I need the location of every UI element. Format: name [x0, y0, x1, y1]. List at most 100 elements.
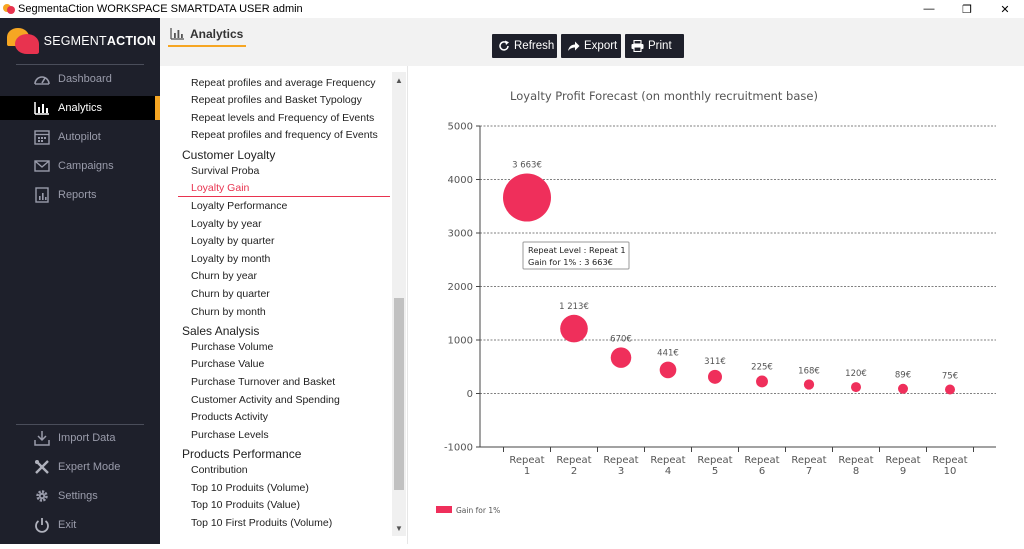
list-item[interactable]: Churn by year [191, 270, 257, 282]
chart-legend[interactable]: Gain for 1% [436, 506, 500, 515]
list-item[interactable]: Repeat levels and Frequency of Events [191, 112, 375, 124]
scrollbar-thumb[interactable] [394, 298, 404, 490]
refresh-button[interactable]: Refresh [492, 34, 557, 58]
brand-name-part1: SEGMENT [43, 34, 107, 48]
chart-panel: Loyalty Profit Forecast (on monthly recr… [408, 66, 1024, 544]
list-item[interactable]: Products Activity [191, 411, 269, 423]
gear-icon [33, 488, 51, 504]
tab-label: Analytics [190, 27, 244, 41]
export-button[interactable]: Export [561, 34, 621, 58]
data-point[interactable] [708, 369, 722, 384]
tooltip-line2: Gain for 1% : 3 663€ [528, 257, 613, 267]
analysis-list: Repeat profiles and average Frequency Re… [160, 66, 408, 544]
data-label: 3 663€ [512, 161, 542, 171]
list-item[interactable]: Purchase Value [191, 358, 265, 370]
data-label: 168€ [798, 366, 820, 376]
group-customer-loyalty[interactable]: Customer Loyalty [182, 148, 276, 162]
data-point[interactable] [898, 383, 908, 394]
y-tick-label: 4000 [448, 175, 473, 186]
list-item[interactable]: Top 10 Produits (Volume) [191, 482, 309, 494]
power-icon [33, 517, 51, 533]
tab-analytics[interactable]: Analytics [170, 27, 243, 41]
brand-logo: SEGMENTACTION [6, 24, 156, 58]
x-tick-label: Repeat 9 [885, 455, 920, 477]
x-tick-label: Repeat 7 [791, 455, 826, 477]
data-label: 670€ [610, 334, 632, 344]
list-scrollbar[interactable]: ▲ ▼ [392, 72, 406, 536]
print-button[interactable]: Print [625, 34, 684, 58]
data-point[interactable] [659, 361, 677, 379]
speedometer-icon [33, 71, 51, 87]
sidebar-item-label: Autopilot [58, 131, 101, 143]
x-tick-label: Repeat 3 [603, 455, 638, 477]
sidebar-item-label: Dashboard [58, 73, 112, 85]
scroll-down-icon[interactable]: ▼ [395, 523, 403, 533]
sidebar-item-reports[interactable]: Reports [0, 183, 160, 207]
list-item[interactable]: Purchase Turnover and Basket [191, 376, 336, 388]
active-item-underline [178, 196, 390, 197]
data-label: 441€ [657, 349, 679, 359]
sidebar-item-exit[interactable]: Exit [0, 513, 160, 537]
data-point[interactable] [610, 347, 632, 368]
data-point[interactable] [503, 173, 551, 222]
x-tick-label: Repeat 5 [697, 455, 732, 477]
sidebar-item-settings[interactable]: Settings [0, 484, 160, 508]
sidebar-item-dashboard[interactable]: Dashboard [0, 67, 160, 91]
sidebar: SEGMENTACTION Dashboard Analytics Autopi… [0, 18, 160, 544]
sidebar-item-label: Analytics [58, 102, 103, 114]
list-item[interactable]: Churn by month [191, 306, 266, 318]
sidebar-item-campaigns[interactable]: Campaigns [0, 154, 160, 178]
legend-label: Gain for 1% [456, 506, 500, 515]
print-label: Print [648, 40, 672, 52]
sidebar-item-expert-mode[interactable]: Expert Mode [0, 455, 160, 479]
list-item[interactable]: Repeat profiles and frequency of Events [191, 129, 378, 141]
sidebar-item-label: Import Data [58, 432, 116, 444]
x-tick-label: Repeat 4 [650, 455, 685, 477]
list-item[interactable]: Loyalty by quarter [191, 235, 275, 247]
sidebar-item-import-data[interactable]: Import Data [0, 426, 160, 450]
list-item[interactable]: Purchase Levels [191, 429, 269, 441]
scroll-up-icon[interactable]: ▲ [395, 75, 403, 85]
list-item-active[interactable]: Loyalty Gain [191, 182, 250, 194]
data-point[interactable] [851, 382, 861, 393]
sidebar-divider [16, 64, 144, 65]
sidebar-item-label: Expert Mode [58, 461, 121, 473]
list-item[interactable]: Loyalty Performance [191, 200, 288, 212]
chart-title: Loyalty Profit Forecast (on monthly recr… [510, 89, 818, 103]
list-item[interactable]: Repeat profiles and average Frequency [191, 77, 376, 89]
group-products-performance[interactable]: Products Performance [182, 447, 302, 461]
minimize-button[interactable]: — [923, 3, 935, 15]
close-button[interactable]: ✕ [1000, 3, 1010, 16]
list-item[interactable]: Repeat profiles and Basket Typology [191, 94, 362, 106]
list-item[interactable]: Survival Proba [191, 165, 260, 177]
tab-underline [168, 45, 246, 47]
refresh-label: Refresh [514, 40, 555, 52]
data-point[interactable] [756, 375, 768, 388]
group-sales-analysis[interactable]: Sales Analysis [182, 324, 260, 338]
list-item[interactable]: Loyalty by year [191, 218, 262, 230]
data-point[interactable] [560, 314, 588, 343]
y-tick-label: 0 [467, 389, 473, 400]
sidebar-item-label: Reports [58, 189, 97, 201]
loyalty-profit-chart: Loyalty Profit Forecast (on monthly recr… [436, 89, 996, 515]
data-point[interactable] [803, 379, 815, 390]
maximize-button[interactable]: ❐ [962, 3, 972, 16]
x-tick-label: Repeat 2 [556, 455, 591, 477]
list-item[interactable]: Top 10 Produits (Value) [191, 499, 300, 511]
list-item[interactable]: Contribution [191, 464, 248, 476]
data-point[interactable] [945, 384, 955, 395]
data-label: 75€ [942, 371, 958, 381]
list-item[interactable]: Loyalty by month [191, 253, 271, 265]
list-item[interactable]: Customer Activity and Spending [191, 394, 340, 406]
list-item[interactable]: Purchase Volume [191, 341, 274, 353]
list-item[interactable]: Top 10 First Produits (Volume) [191, 517, 333, 529]
chart-tooltip: Repeat Level : Repeat 1 Gain for 1% : 3 … [522, 241, 630, 270]
sidebar-item-autopilot[interactable]: Autopilot [0, 125, 160, 149]
sidebar-item-analytics[interactable]: Analytics [0, 96, 160, 120]
legend-swatch [436, 506, 452, 513]
list-item[interactable]: Churn by quarter [191, 288, 270, 300]
tools-icon [33, 459, 51, 475]
share-arrow-icon [567, 40, 580, 52]
data-label: 89€ [895, 371, 911, 381]
y-tick-label: -1000 [444, 443, 473, 454]
